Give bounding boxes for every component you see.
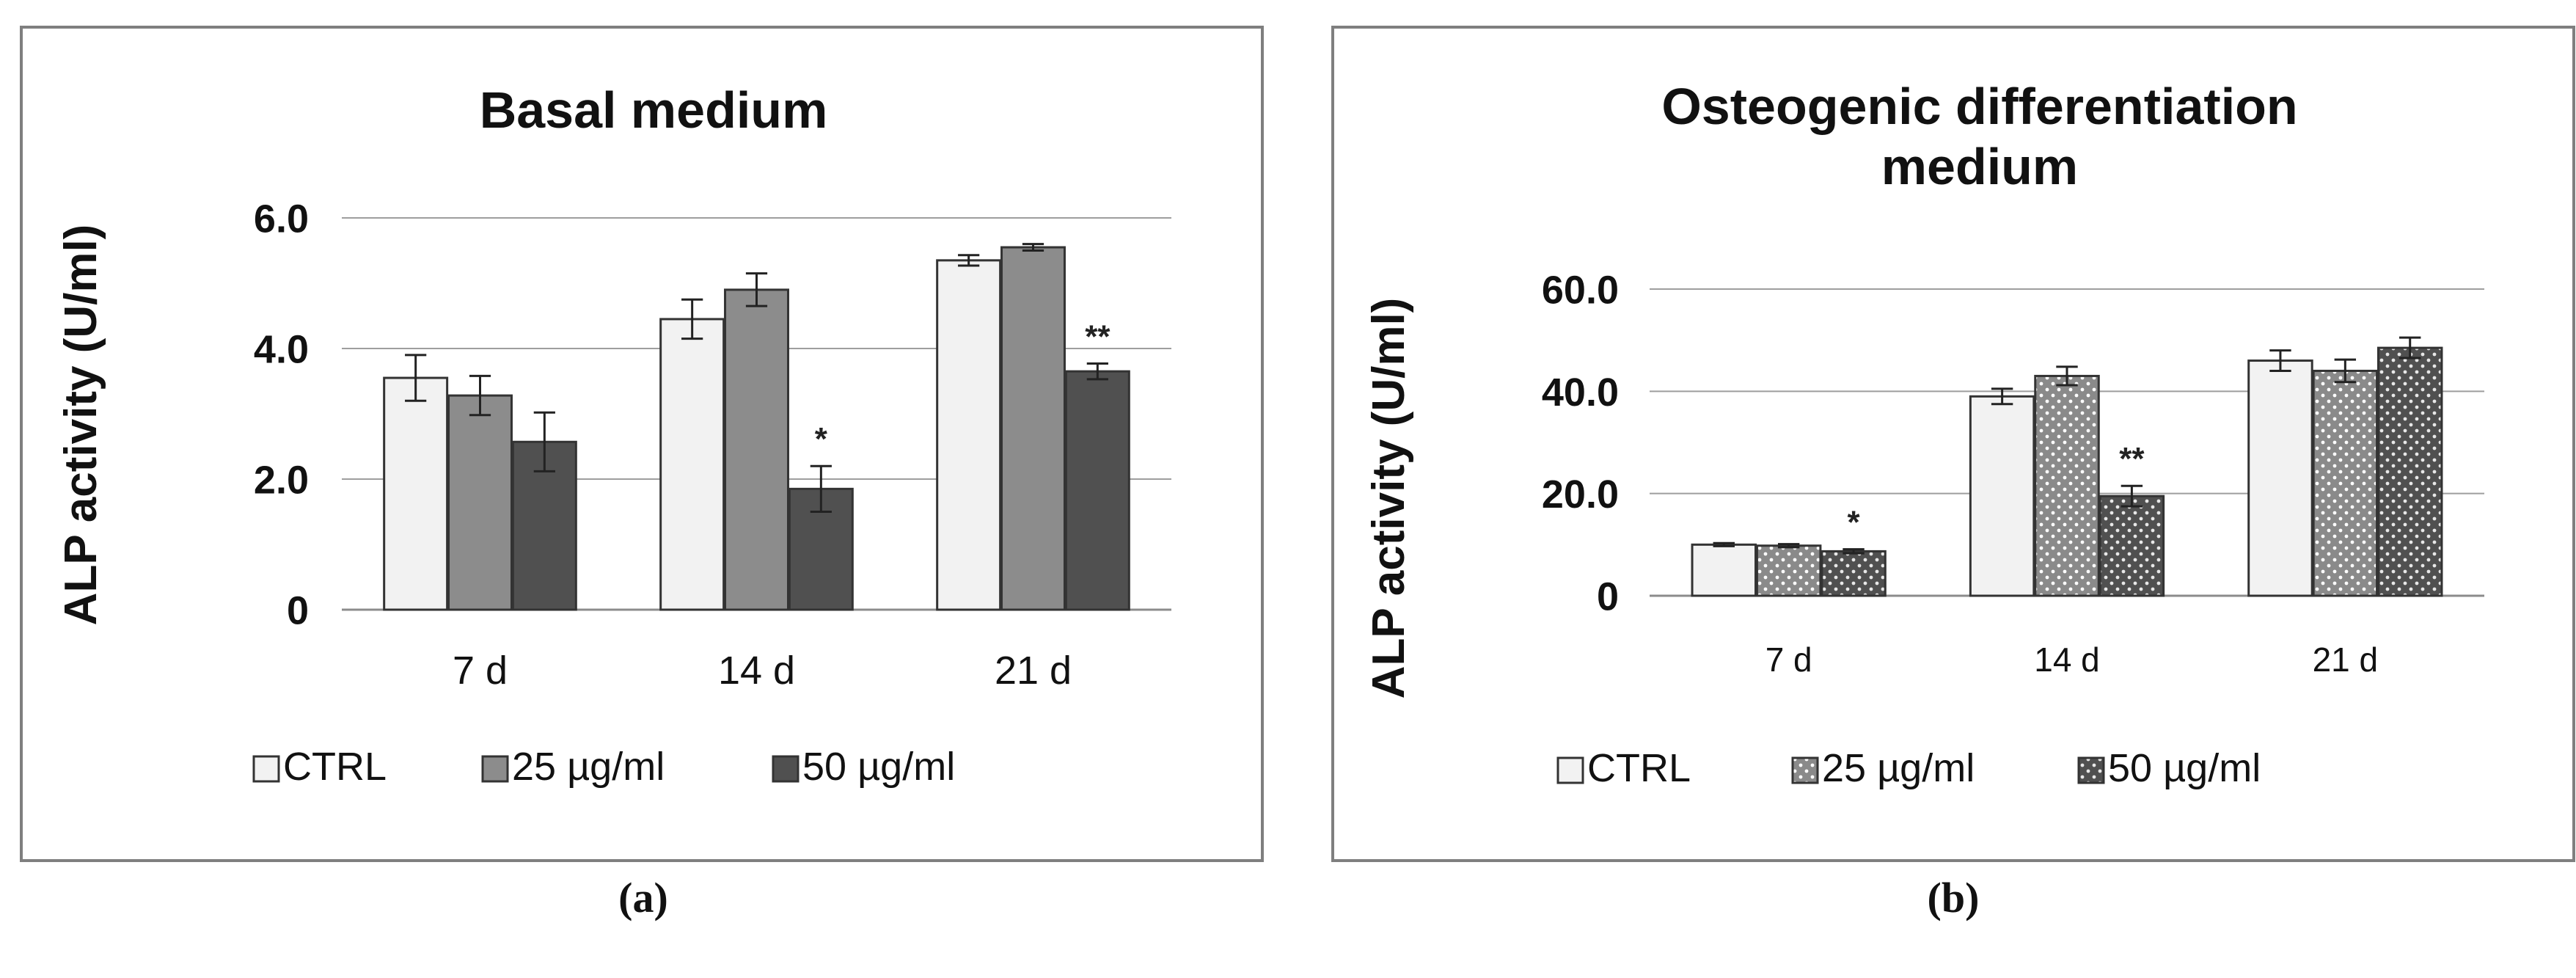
bar	[2376, 346, 2443, 597]
x-tick-label: 21 d	[995, 649, 1072, 693]
bar	[724, 288, 789, 611]
chart-title-line: medium	[1881, 138, 2078, 195]
chart-panel-b: Osteogenic differentiation medium 0 20.0 40.…	[1331, 26, 2575, 862]
chart-title-line: Basal medium	[480, 81, 828, 139]
bar	[2247, 360, 2313, 597]
bar	[1000, 246, 1066, 611]
bar	[659, 318, 725, 611]
bar	[936, 259, 1002, 611]
legend-label: 25 µg/ml	[1822, 746, 1975, 790]
y-axis-label: ALP activity (U/ml)	[56, 225, 106, 626]
x-tick-label: 7 d	[1765, 641, 1812, 679]
x-tick-label: 14 d	[718, 649, 795, 693]
y-tick-label: 0	[1597, 574, 1619, 618]
y-tick-label: 0	[287, 588, 309, 632]
legend-label: 50 µg/ml	[2108, 746, 2261, 790]
x-tick-label: 7 d	[453, 649, 508, 693]
legend-swatch	[1791, 756, 1819, 784]
bar	[2099, 495, 2165, 597]
y-tick-label: 2.0	[254, 458, 309, 502]
bar	[1969, 395, 2035, 597]
y-axis-label: ALP activity (U/ml)	[1364, 298, 1414, 699]
chart-title: Basal medium	[480, 81, 828, 139]
bar	[447, 394, 513, 611]
chart-basal-medium: Basal medium 0 2.0 4.0 6.0 ALP activity (U/ml…	[56, 81, 1171, 789]
bar	[1821, 550, 1887, 597]
legend-swatch	[481, 755, 509, 783]
bar	[2034, 374, 2100, 597]
panel-label-a: (a)	[618, 874, 668, 922]
legend-swatch	[1556, 756, 1584, 784]
chart-osteogenic-medium: Osteogenic differentiation medium 0 20.0 40.…	[1364, 78, 2484, 790]
x-tick-label: 14 d	[2034, 641, 2100, 679]
y-tick-label: 40.0	[1542, 371, 1619, 415]
x-tick-label: 21 d	[2313, 641, 2379, 679]
chart-panel-a: Basal medium 0 2.0 4.0 6.0 ALP activity (U/ml…	[20, 26, 1264, 862]
bar	[2312, 369, 2379, 597]
bar	[1755, 544, 1822, 597]
legend-swatch	[2077, 756, 2105, 784]
y-tick-label: 6.0	[254, 197, 309, 241]
significance-marker: **	[2119, 441, 2145, 477]
bar	[1064, 370, 1130, 611]
bar	[383, 376, 449, 611]
legend-label: 25 µg/ml	[512, 745, 665, 789]
significance-marker: *	[815, 421, 828, 457]
y-tick-label: 4.0	[254, 327, 309, 371]
panel-label-b: (b)	[1927, 874, 1980, 922]
significance-marker: **	[1085, 318, 1110, 354]
bar	[1691, 543, 1757, 597]
chart-title-line: Osteogenic differentiation	[1661, 78, 2297, 135]
legend-label: CTRL	[1587, 746, 1691, 790]
y-tick-label: 60.0	[1542, 268, 1619, 312]
legend-label: 50 µg/ml	[802, 745, 955, 789]
legend-label: CTRL	[283, 745, 387, 789]
significance-marker: *	[1847, 505, 1860, 541]
y-tick-label: 20.0	[1542, 472, 1619, 517]
legend-swatch	[772, 755, 799, 783]
legend-swatch	[252, 755, 280, 783]
chart-title: Osteogenic differentiation medium	[1661, 78, 2297, 195]
